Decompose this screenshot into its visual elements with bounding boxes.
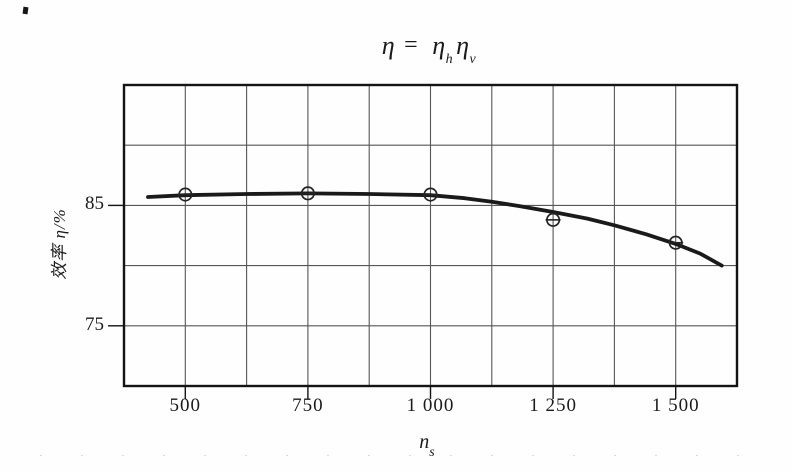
title-eta-v: ηv bbox=[456, 31, 477, 68]
efficiency-curve bbox=[146, 191, 724, 268]
title-equals-sign: = bbox=[404, 32, 419, 58]
x-tick-label: 1 250 bbox=[529, 395, 577, 416]
x-tick-label: 1 500 bbox=[651, 395, 700, 416]
data-point-marker bbox=[546, 212, 561, 227]
title-eta-h: ηh bbox=[432, 31, 454, 68]
chart-title-formula: η = ηh ηv bbox=[124, 31, 737, 68]
y-tick-label: 85 bbox=[85, 193, 104, 215]
data-point-marker bbox=[423, 187, 438, 202]
data-point-marker bbox=[300, 186, 315, 201]
x-axis-label: ns bbox=[419, 431, 435, 460]
plot-border bbox=[122, 83, 739, 388]
y-tick-label: 75 bbox=[85, 313, 104, 335]
x-tick-label: 750 bbox=[292, 395, 324, 416]
x-tick-label: 500 bbox=[169, 395, 202, 416]
scan-artifact-speck bbox=[22, 6, 29, 15]
x-tick-label: 1 000 bbox=[406, 395, 455, 416]
title-eta: η bbox=[381, 31, 396, 60]
data-point-marker bbox=[178, 187, 193, 202]
data-point-marker bbox=[668, 235, 683, 250]
scan-noise-line bbox=[40, 455, 760, 456]
